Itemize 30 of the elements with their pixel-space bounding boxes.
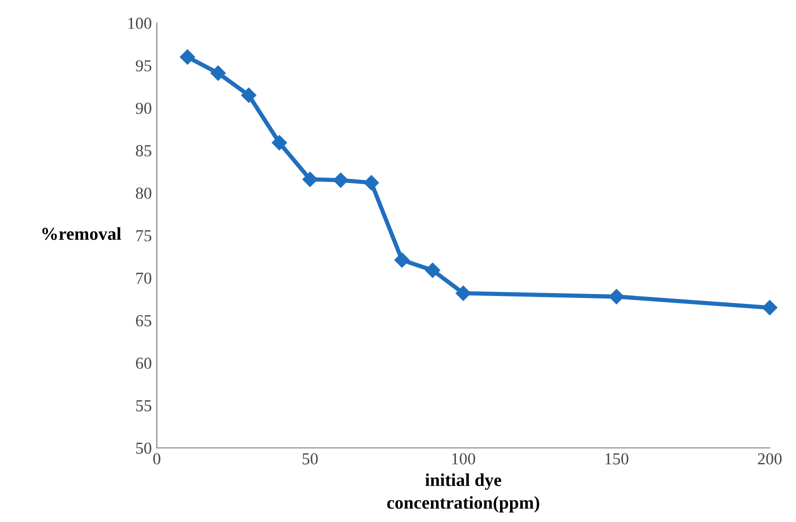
x-tick-label: 50: [302, 453, 318, 464]
point: [394, 252, 410, 268]
point: [425, 262, 440, 278]
x-tick-label: 0: [153, 453, 160, 464]
point: [210, 66, 226, 81]
point: [180, 49, 196, 65]
point: [456, 286, 471, 301]
point: [762, 300, 778, 316]
y-axis-title: %removal: [42, 227, 122, 240]
y-tick-label: 70: [136, 272, 152, 284]
x-tick-label: 100: [452, 453, 476, 464]
point: [272, 135, 287, 150]
y-tick-label: 90: [136, 102, 152, 114]
y-tick-label: 65: [136, 315, 152, 326]
y-tick-label: 95: [136, 60, 152, 72]
y-tick-label: 100: [128, 18, 152, 29]
point: [333, 172, 348, 188]
x-tick-label: 150: [605, 453, 628, 464]
point: [608, 289, 624, 304]
y-tick-label: 80: [136, 188, 152, 199]
x-axis-title: initial dye concentration(ppm): [387, 473, 540, 512]
x-tick-label: 200: [758, 453, 782, 464]
y-tick-label: 50: [136, 442, 152, 454]
point: [302, 172, 318, 187]
point: [364, 175, 379, 190]
point: [241, 88, 256, 103]
y-tick-label: 75: [136, 230, 152, 242]
y-tick-label: 60: [136, 358, 152, 369]
y-tick-label: 55: [136, 400, 152, 412]
y-tick-label: 85: [136, 145, 152, 156]
